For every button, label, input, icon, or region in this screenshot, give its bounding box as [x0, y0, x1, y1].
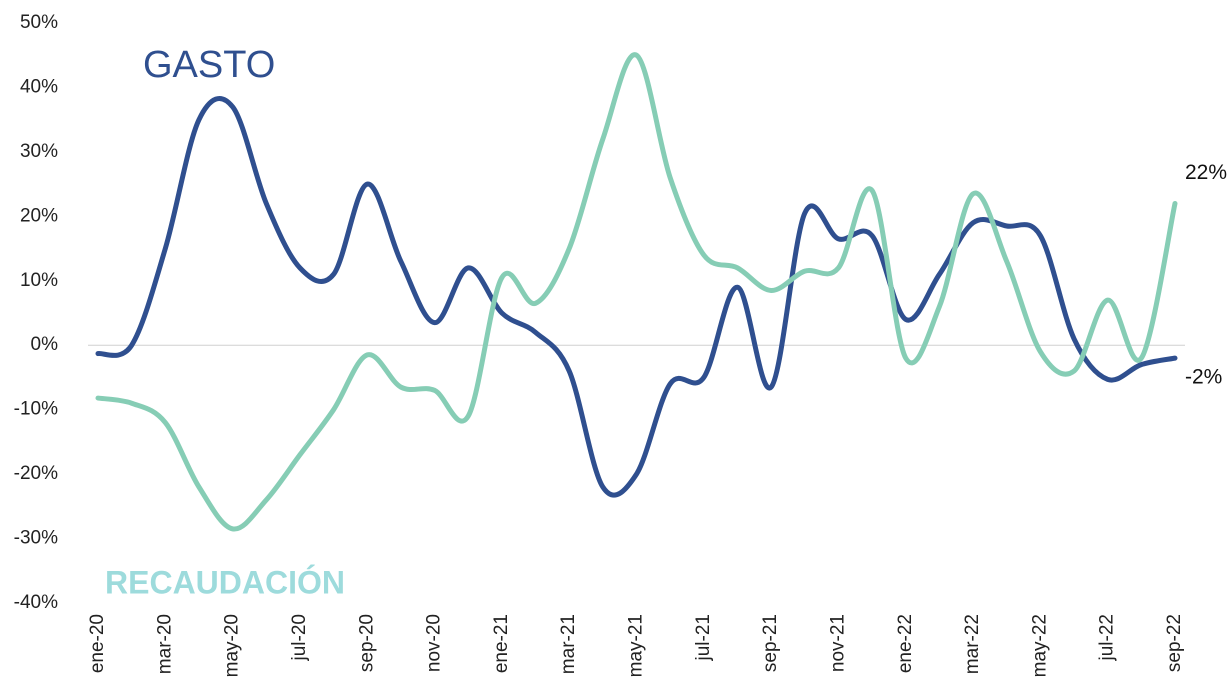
- x-tick-label: ene-22: [895, 614, 916, 673]
- x-tick-label: nov-21: [827, 614, 848, 672]
- x-tick-label: ene-20: [87, 614, 108, 673]
- x-tick-label: mar-22: [962, 614, 983, 674]
- x-tick-label: jul-21: [693, 614, 714, 661]
- series-name: RECAUDACIÓN: [105, 564, 345, 600]
- y-tick-label: 10%: [20, 270, 58, 291]
- x-tick-label: ene-21: [491, 614, 512, 673]
- data-label: -2%: [1185, 366, 1222, 389]
- y-tick-label: 40%: [20, 76, 58, 97]
- x-tick-label: nov-20: [424, 614, 445, 672]
- y-tick-label: 30%: [20, 141, 58, 162]
- y-tick-label: -10%: [14, 399, 58, 420]
- x-tick-label: may-20: [222, 614, 243, 677]
- y-tick-label: -30%: [14, 528, 58, 549]
- y-tick-label: 20%: [20, 205, 58, 226]
- x-tick-label: jul-20: [289, 614, 310, 661]
- line: [95, 52, 1178, 532]
- x-tick-label: sep-21: [760, 614, 781, 672]
- x-tick-label: jul-22: [1097, 614, 1118, 661]
- series-name: GASTO: [143, 44, 275, 86]
- data-label: 22%: [1185, 161, 1227, 184]
- x-tick-label: mar-21: [558, 614, 579, 674]
- x-tick-label: sep-22: [1164, 614, 1185, 672]
- y-tick-label: 0%: [31, 334, 59, 355]
- x-tick-label: may-22: [1029, 614, 1050, 677]
- x-tick-label: sep-20: [356, 614, 377, 672]
- x-tick-label: may-21: [626, 614, 647, 677]
- y-tick-label: -20%: [14, 463, 58, 484]
- x-tick-label: mar-20: [154, 614, 175, 674]
- line: [95, 96, 1178, 498]
- y-tick-label: -40%: [14, 592, 58, 613]
- y-tick-label: 50%: [20, 12, 58, 33]
